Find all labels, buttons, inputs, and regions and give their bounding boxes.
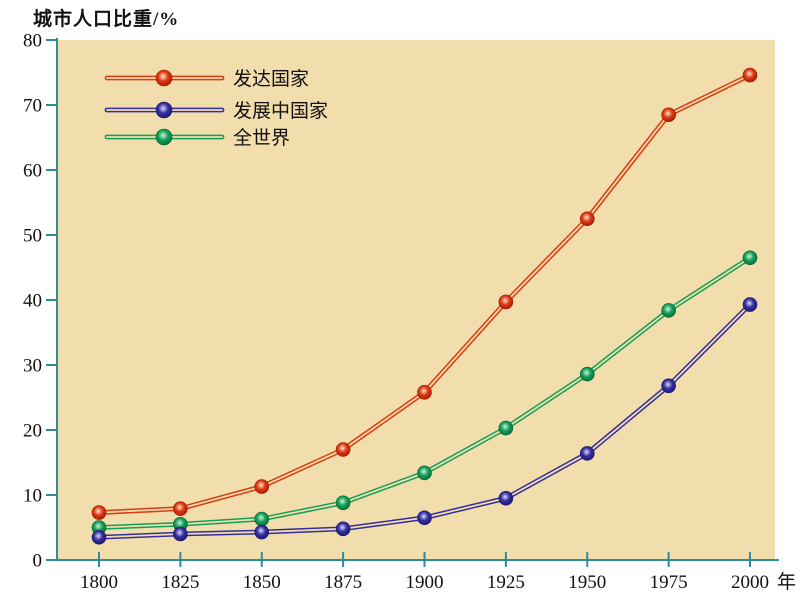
y-tick-label: 50 [23, 226, 42, 247]
x-tick-label: 1875 [324, 572, 362, 593]
data-point [579, 211, 595, 227]
legend-label: 发展中国家 [233, 100, 328, 122]
data-point [173, 501, 188, 516]
data-point [661, 303, 676, 318]
data-point [335, 442, 351, 457]
data-point [742, 297, 758, 312]
x-tick-label: 1850 [243, 572, 281, 593]
y-axis: 0 10 20 30 40 50 60 70 80 [23, 31, 57, 572]
y-tick-label: 30 [23, 356, 42, 377]
data-point [579, 366, 595, 382]
x-tick-label: 1825 [161, 572, 199, 593]
y-tick-label: 70 [23, 96, 42, 117]
legend-marker-icon [155, 101, 173, 119]
y-tick-label: 60 [23, 161, 42, 182]
data-point [579, 446, 595, 461]
data-point [498, 294, 514, 310]
x-tick-label: 1925 [487, 572, 525, 593]
data-point [417, 510, 432, 526]
x-tick-label: 2000 [731, 572, 769, 593]
data-point [335, 521, 351, 537]
series-line-0 [91, 67, 758, 520]
legend-marker-icon [155, 69, 173, 87]
legend-marker-icon [155, 128, 173, 146]
x-tick-label: 1975 [650, 572, 688, 593]
data-point [498, 490, 514, 506]
legend-label: 全世界 [233, 127, 290, 149]
x-tick-label: 1800 [80, 572, 118, 593]
y-tick-label: 40 [23, 291, 42, 312]
data-point [91, 505, 107, 520]
data-point [742, 250, 758, 266]
y-tick-label: 0 [33, 551, 43, 572]
legend-item-0: 发达国家 [104, 68, 309, 90]
y-tick-label: 80 [23, 31, 42, 52]
legend-label: 发达国家 [233, 68, 309, 90]
legend-item-1: 发展中国家 [104, 100, 328, 122]
data-point [173, 526, 188, 542]
data-point [254, 479, 270, 494]
legend-item-2: 全世界 [104, 127, 290, 149]
data-point [417, 384, 432, 400]
data-point [498, 420, 514, 436]
series-line-1 [91, 297, 758, 545]
data-point [91, 529, 107, 545]
data-point [254, 524, 270, 540]
data-point [742, 67, 758, 83]
data-point [661, 378, 676, 394]
x-tick-label: 1900 [406, 572, 444, 593]
x-axis: 1800 1825 1850 1875 1900 1925 1950 1975 2000 年 [80, 552, 796, 593]
plot-area [57, 40, 775, 560]
chart-title: 城市人口比重/% [33, 9, 180, 30]
data-point [335, 495, 351, 511]
data-point [661, 107, 676, 123]
data-point [254, 511, 270, 527]
y-tick-label: 10 [23, 486, 42, 507]
x-tick-label: 1950 [568, 572, 606, 593]
data-point [417, 465, 432, 481]
y-tick-label: 20 [23, 421, 42, 442]
x-axis-unit-label: 年 [777, 571, 796, 593]
